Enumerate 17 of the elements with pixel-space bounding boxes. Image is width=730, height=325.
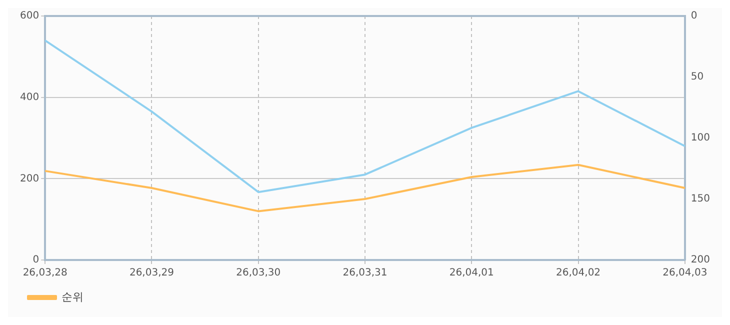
y-tick-label: 400 (20, 92, 40, 103)
y2-tick-label: 200 (690, 254, 710, 266)
x-tick-label: 26,03,29 (129, 268, 174, 279)
x-tick-label: 26,03,31 (342, 268, 388, 279)
y2-tick-label: 150 (690, 194, 710, 205)
x-tick-label: 26,04,03 (662, 268, 708, 279)
y-tick-label: 200 (20, 173, 40, 184)
y2-tick-label: 0 (690, 10, 698, 22)
x-tick-label: 26,03,28 (22, 268, 68, 279)
y2-tick-label: 100 (690, 132, 710, 144)
x-tick-label: 26,04,02 (556, 268, 601, 279)
x-tick-label: 26,04,01 (449, 268, 494, 279)
y2-tick-label: 50 (690, 72, 704, 83)
y-tick-label: 600 (20, 10, 40, 22)
legend-label: 순위 (62, 290, 84, 304)
y-tick-label: 0 (32, 254, 40, 266)
x-tick-label: 26,03,30 (236, 268, 281, 279)
